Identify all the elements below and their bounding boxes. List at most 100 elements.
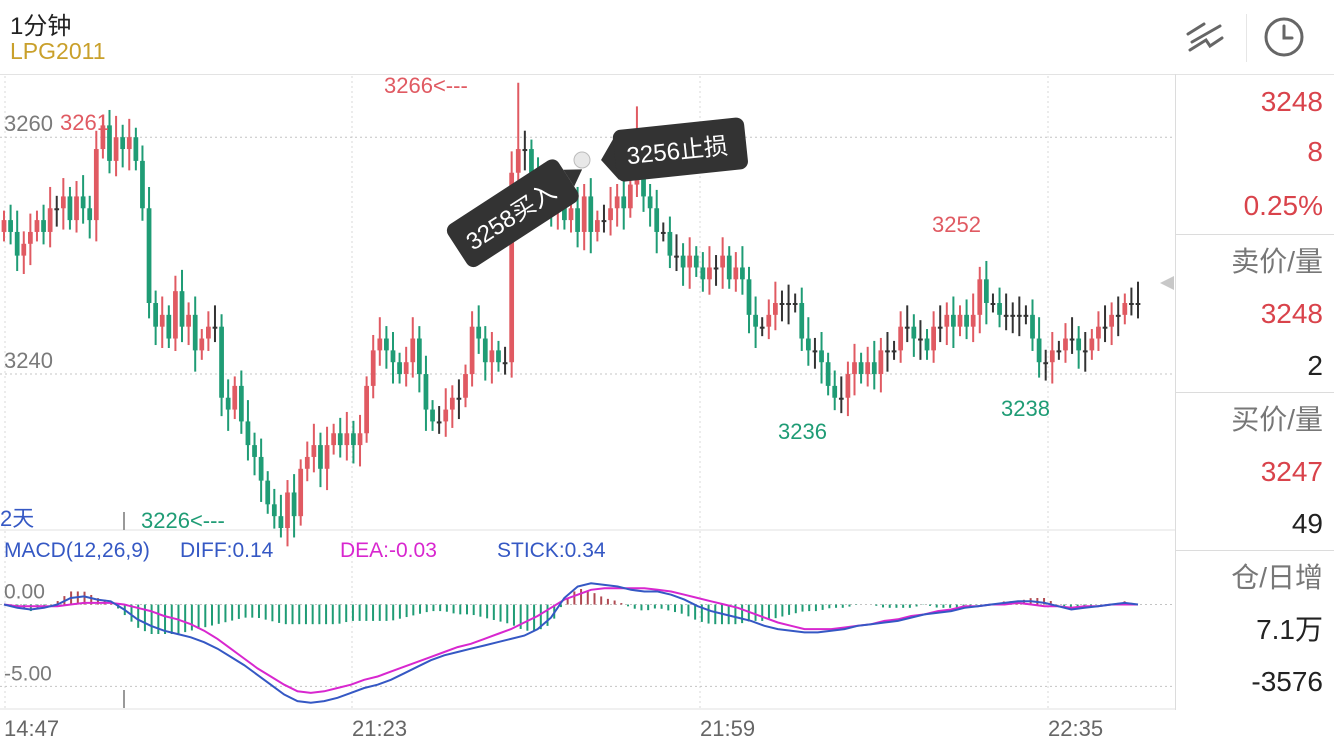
stick-label: STICK:0.34 xyxy=(497,539,606,562)
macd-label: MACD(12,26,9) xyxy=(4,539,150,562)
candle xyxy=(1069,338,1075,341)
candle xyxy=(687,255,693,268)
chart-header: 1分钟 LPG2011 xyxy=(0,0,1334,75)
candle xyxy=(1023,314,1029,317)
candle xyxy=(225,397,231,410)
local-high-label: 3252 xyxy=(932,212,981,237)
candle xyxy=(384,338,389,351)
candle xyxy=(87,208,93,221)
candle xyxy=(489,350,495,363)
candle xyxy=(93,149,99,221)
candle xyxy=(693,255,699,268)
candle xyxy=(140,160,145,209)
candle xyxy=(331,433,337,446)
diff-label: DIFF:0.14 xyxy=(180,539,274,562)
candle xyxy=(865,362,871,375)
candle xyxy=(720,255,726,268)
candle xyxy=(990,303,996,305)
candle xyxy=(318,445,323,469)
candle xyxy=(271,504,277,517)
candle xyxy=(832,385,838,398)
candle xyxy=(285,492,290,528)
candle xyxy=(364,385,369,434)
draw-line-icon[interactable] xyxy=(1180,12,1230,62)
candle xyxy=(47,208,53,232)
candle xyxy=(482,338,488,363)
candle xyxy=(924,338,930,351)
candle xyxy=(944,314,950,327)
candle xyxy=(476,326,482,339)
candle xyxy=(54,208,60,211)
candle xyxy=(100,125,106,150)
candle xyxy=(733,267,739,280)
candle xyxy=(357,433,363,446)
candle xyxy=(1049,350,1055,363)
candle xyxy=(812,350,818,353)
candle xyxy=(166,314,172,339)
quote-panel: 3248 8 0.25% 卖价/量 3248 2 买价/量 3247 49 仓/… xyxy=(1175,74,1334,710)
candle xyxy=(1076,338,1082,351)
candle xyxy=(601,220,607,223)
session-low-label: 3226<--- xyxy=(141,508,225,533)
candle xyxy=(667,231,673,256)
candle xyxy=(740,267,745,280)
candle xyxy=(192,314,198,351)
candle xyxy=(1135,303,1141,305)
candle xyxy=(931,326,936,351)
time-span-label: 2天 xyxy=(0,506,34,531)
candle xyxy=(627,184,633,209)
kline-chart[interactable]: 3260 3240 3261 3266<--- 3226<--- 3236 3252 3238… xyxy=(0,0,1175,750)
session-high-label: 3266<--- xyxy=(384,73,468,98)
candle xyxy=(852,362,857,375)
candle xyxy=(496,350,501,363)
candle xyxy=(179,291,185,327)
candle xyxy=(173,291,178,339)
candle xyxy=(1016,314,1022,317)
candle xyxy=(799,303,805,339)
candle xyxy=(779,303,785,305)
candle xyxy=(324,445,330,469)
candle xyxy=(199,338,205,351)
candlesticks xyxy=(1,82,1141,547)
candle xyxy=(951,314,956,327)
candle xyxy=(970,314,976,327)
price-axis-tick: 3240 xyxy=(4,348,53,373)
candle xyxy=(206,326,211,339)
candle xyxy=(871,362,877,375)
candle xyxy=(529,149,534,173)
candle xyxy=(825,362,831,386)
panel-divider xyxy=(1176,550,1334,551)
candle xyxy=(1063,338,1068,351)
candle xyxy=(1036,338,1042,363)
candle xyxy=(654,208,660,232)
panel-divider xyxy=(1176,392,1334,393)
period-selector[interactable]: 1分钟 xyxy=(10,13,72,40)
diff-line xyxy=(3,582,1139,704)
candle xyxy=(1030,314,1035,339)
last-price: 3248 xyxy=(1260,86,1323,117)
open-interest-value: 7.1万 xyxy=(1256,614,1323,645)
local-low-label: 3236 xyxy=(778,419,827,444)
time-axis-label: 22:35 xyxy=(1048,716,1103,741)
candle xyxy=(258,456,264,481)
candle xyxy=(21,243,27,256)
clock-icon[interactable] xyxy=(1259,12,1309,62)
candle xyxy=(713,267,719,270)
candle xyxy=(41,220,46,232)
candle xyxy=(311,445,317,457)
bid-price: 3247 xyxy=(1260,456,1323,487)
candle xyxy=(509,172,515,363)
candle xyxy=(977,279,983,315)
candle xyxy=(786,303,791,305)
bid-volume: 49 xyxy=(1291,508,1323,539)
candle xyxy=(1096,326,1101,339)
price-change: 8 xyxy=(1307,136,1323,167)
candle xyxy=(1082,350,1088,353)
ask-price: 3248 xyxy=(1260,298,1323,329)
candle xyxy=(74,196,79,221)
time-axis-label: 14:47 xyxy=(4,716,59,741)
candle xyxy=(403,362,409,375)
candle xyxy=(27,231,33,244)
candle xyxy=(107,125,112,161)
candle xyxy=(1122,303,1128,315)
